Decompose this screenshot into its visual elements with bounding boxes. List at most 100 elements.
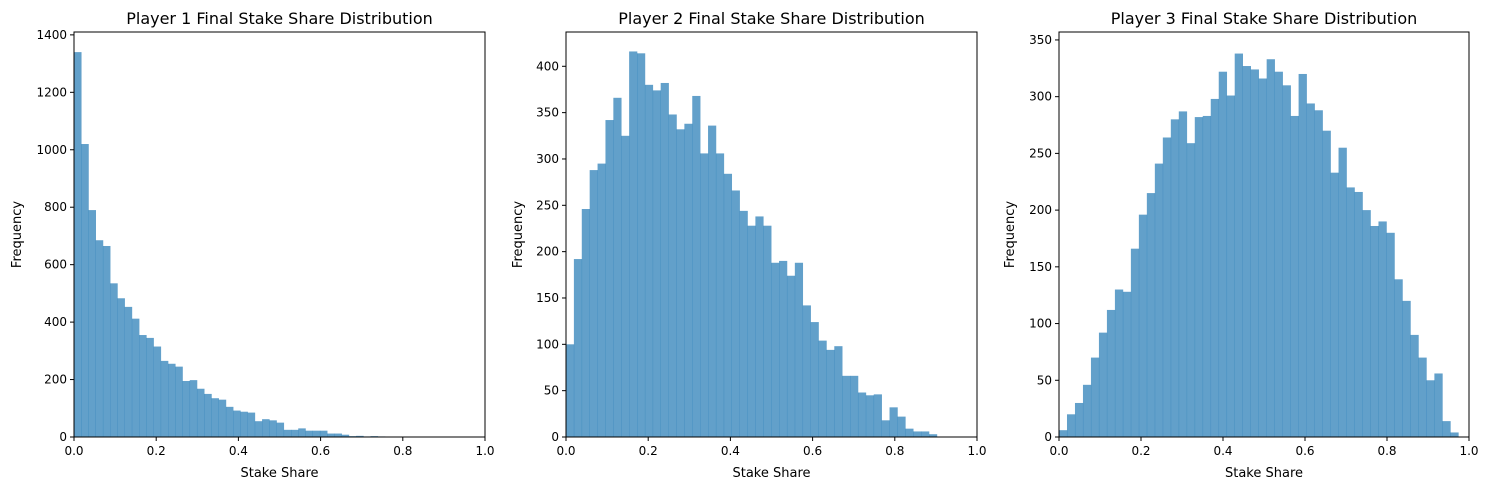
histogram-bar bbox=[715, 153, 725, 437]
chart-title-player-3: Player 3 Final Stake Share Distribution bbox=[1111, 9, 1418, 28]
y-tick-label: 600 bbox=[44, 258, 67, 272]
y-tick-label: 100 bbox=[536, 337, 559, 351]
histogram-bar bbox=[905, 428, 914, 437]
histogram-player-3: 0.0 0.2 0.4 0.6 0.8 1.0 0 50 100 150 200 250 300 350… bbox=[1003, 9, 1479, 481]
histogram-bar bbox=[240, 411, 248, 437]
chart-title-player-2: Player 2 Final Stake Share Distribution bbox=[618, 9, 925, 28]
histogram-bar bbox=[95, 240, 104, 437]
histogram-bar bbox=[913, 431, 922, 437]
y-tick-label: 300 bbox=[1029, 90, 1052, 104]
histogram-bar bbox=[802, 305, 811, 437]
x-tick-label: 0.0 bbox=[1049, 444, 1068, 458]
y-tick-label: 250 bbox=[536, 198, 559, 212]
histogram-bar bbox=[573, 259, 583, 437]
histogram-bar bbox=[1434, 373, 1443, 437]
histogram-bar bbox=[779, 260, 788, 437]
histogram-bar bbox=[1330, 172, 1339, 438]
y-tick-label: 1400 bbox=[36, 28, 67, 42]
histogram-bar bbox=[233, 410, 241, 437]
y-tick-label: 0 bbox=[551, 430, 559, 444]
histogram-bar bbox=[146, 337, 154, 437]
histogram-bar bbox=[1154, 163, 1164, 437]
y-axis-label-player-2: Frequency bbox=[511, 201, 526, 268]
y-tick-label: 200 bbox=[536, 245, 559, 259]
histogram-bar bbox=[1098, 332, 1108, 437]
histogram-bar bbox=[1170, 119, 1180, 437]
y-tick-label: 1200 bbox=[36, 85, 67, 99]
histogram-bar bbox=[269, 420, 277, 437]
histogram-bar bbox=[131, 318, 140, 437]
histogram-bar bbox=[117, 298, 125, 437]
histogram-bar bbox=[139, 335, 147, 437]
histogram-bar bbox=[1346, 187, 1355, 437]
histogram-bar bbox=[581, 209, 590, 437]
histogram-bar bbox=[218, 399, 227, 437]
histogram-bar bbox=[334, 433, 342, 437]
histogram-bar bbox=[865, 395, 875, 437]
histogram-bar bbox=[196, 388, 205, 437]
histogram-bar bbox=[763, 225, 772, 437]
histogram-bar bbox=[921, 431, 930, 437]
histogram-bar bbox=[668, 114, 677, 437]
histogram-bar bbox=[1090, 357, 1100, 437]
x-tick-label: 0.8 bbox=[1377, 444, 1396, 458]
x-tick-label: 0.2 bbox=[147, 444, 166, 458]
y-tick-label: 250 bbox=[1029, 146, 1052, 160]
histogram-bar bbox=[1274, 71, 1283, 438]
histogram-bar bbox=[124, 306, 133, 437]
histogram-bar bbox=[708, 125, 717, 437]
histogram-bar bbox=[1226, 95, 1236, 437]
x-tick-label: 0.2 bbox=[639, 444, 658, 458]
histogram-bar bbox=[1418, 357, 1427, 437]
histogram-bar bbox=[700, 153, 709, 437]
histogram-bar bbox=[356, 435, 364, 437]
histogram-bar bbox=[826, 349, 835, 437]
y-tick-label: 0 bbox=[59, 430, 67, 444]
histogram-bar bbox=[168, 363, 176, 437]
histogram-bar bbox=[312, 430, 321, 437]
x-tick-label: 0.2 bbox=[1131, 444, 1150, 458]
histogram-bar bbox=[1410, 334, 1419, 437]
histogram-bar bbox=[1354, 191, 1363, 437]
histogram-bar bbox=[1378, 221, 1387, 437]
histogram-bar bbox=[1066, 414, 1076, 437]
histogram-bar bbox=[1282, 85, 1291, 437]
y-ticks-player-2: 0 50 100 150 200 250 300 350 400 bbox=[536, 59, 566, 444]
x-tick-label: 0.4 bbox=[229, 444, 248, 458]
histogram-bar bbox=[1322, 130, 1331, 437]
histogram-player-2: 0.0 0.2 0.4 0.6 0.8 1.0 0 50 100 150 200 250 300 350… bbox=[511, 9, 987, 481]
x-tick-label: 0.6 bbox=[1295, 444, 1314, 458]
histogram-bar bbox=[1194, 117, 1204, 437]
histogram-bar bbox=[1306, 103, 1315, 437]
histogram-bar bbox=[597, 163, 606, 437]
histogram-bar bbox=[834, 346, 843, 437]
y-tick-label: 50 bbox=[1037, 373, 1052, 387]
x-tick-label: 0.8 bbox=[885, 444, 904, 458]
bars-player-3 bbox=[1059, 53, 1459, 438]
histogram-bar bbox=[810, 322, 819, 437]
x-tick-label: 0.8 bbox=[393, 444, 412, 458]
x-ticks-player-1: 0.0 0.2 0.4 0.6 0.8 1.0 bbox=[64, 437, 495, 458]
y-tick-label: 150 bbox=[536, 291, 559, 305]
histogram-bar bbox=[629, 51, 638, 438]
histogram-bar bbox=[652, 90, 661, 437]
y-tick-label: 200 bbox=[44, 373, 67, 387]
y-tick-label: 50 bbox=[544, 384, 559, 398]
x-axis-label-player-2: Stake Share bbox=[732, 466, 810, 481]
histogram-bar bbox=[684, 123, 693, 437]
bars-player-2 bbox=[566, 51, 938, 438]
histogram-bar bbox=[1178, 111, 1188, 437]
histogram-player-1: 0.0 0.2 0.4 0.6 0.8 1.0 0 200 400 600 800 1000 1200… bbox=[10, 9, 495, 481]
y-ticks-player-1: 0 200 400 600 800 1000 1200 1400 bbox=[36, 28, 74, 444]
histogram-bar bbox=[1258, 78, 1267, 437]
histogram-bar bbox=[225, 406, 234, 437]
y-axis-label-player-1: Frequency bbox=[10, 201, 25, 268]
histogram-bar bbox=[929, 434, 938, 437]
histogram-bar bbox=[1242, 66, 1251, 437]
histogram-bar bbox=[88, 210, 96, 437]
x-tick-label: 1.0 bbox=[967, 444, 986, 458]
histogram-bar bbox=[739, 210, 748, 437]
histogram-bar bbox=[283, 429, 292, 437]
histogram-bar bbox=[786, 275, 796, 437]
